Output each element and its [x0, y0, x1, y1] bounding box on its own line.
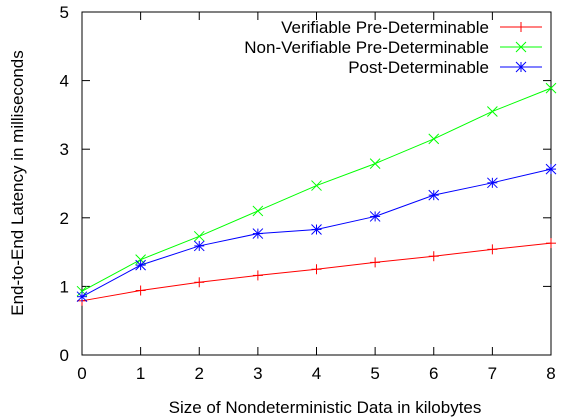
y-tick-label: 4: [60, 72, 69, 91]
y-axis-label: End-to-End Latency in milliseconds: [8, 50, 27, 316]
series-1-point: [311, 264, 322, 275]
series-1-point: [194, 277, 205, 288]
series-1-point: [135, 285, 146, 296]
series-3-point: [428, 189, 440, 201]
series-3: [76, 163, 557, 303]
legend-marker: [516, 22, 526, 32]
series-2-point: [369, 158, 381, 169]
series-1: [77, 238, 556, 306]
x-tick-label: 5: [370, 364, 379, 383]
x-tick-label: 7: [488, 364, 497, 383]
x-tick-label: 0: [77, 364, 86, 383]
series-2-point: [311, 180, 322, 191]
series-1-point: [428, 251, 439, 262]
series-3-point: [252, 228, 264, 239]
series-3-point: [311, 224, 322, 235]
series-3-point: [135, 259, 146, 271]
x-tick-label: 6: [429, 364, 438, 383]
y-tick-label: 1: [60, 277, 69, 296]
series-2-point: [135, 254, 146, 265]
x-tick-label: 4: [312, 364, 321, 383]
y-tick-label: 2: [60, 209, 69, 228]
legend-label: Non-Verifiable Pre-Determinable: [244, 38, 489, 57]
series-3-point: [76, 291, 88, 303]
series-3-point: [545, 163, 557, 175]
series-1-point: [546, 238, 556, 249]
y-tick-label: 3: [60, 140, 69, 159]
y-tick-label: 5: [60, 3, 69, 22]
series-1-point: [487, 244, 498, 255]
x-axis-label: Size of Nondeterministic Data in kilobyt…: [169, 398, 482, 417]
series-2-line: [81, 87, 552, 292]
legend-label: Post-Determinable: [348, 58, 489, 77]
series-1-point: [252, 270, 263, 281]
series-3-point: [487, 177, 498, 189]
series-3-point: [193, 240, 205, 252]
x-tick-label: 8: [546, 364, 555, 383]
series-2-point: [193, 230, 205, 242]
legend-marker: [515, 41, 527, 53]
series-2: [76, 82, 557, 297]
x-tick-label: 3: [253, 364, 262, 383]
legend-label: Verifiable Pre-Determinable: [281, 18, 489, 37]
x-tick-label: 1: [136, 364, 145, 383]
series-1-point: [370, 257, 381, 268]
x-tick-label: 2: [195, 364, 204, 383]
series-2-point: [252, 205, 264, 217]
legend-marker: [515, 61, 527, 73]
series-2-point: [545, 82, 557, 94]
y-tick-label: 0: [60, 346, 69, 365]
series-3-point: [369, 211, 381, 222]
series-2-point: [487, 106, 498, 117]
series-2-point: [428, 133, 440, 145]
